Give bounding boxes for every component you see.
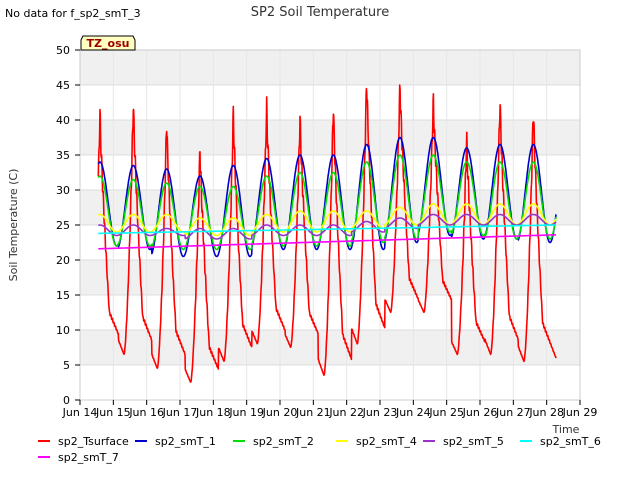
site-badge: TZ_osu xyxy=(80,35,136,51)
x-tick-label: Jun 27 xyxy=(495,406,531,419)
y-tick-label: 20 xyxy=(56,254,70,267)
x-tick-label: Jun 19 xyxy=(228,406,264,419)
y-axis-label: Soil Temperature (C) xyxy=(7,169,20,282)
site-badge-shape xyxy=(80,35,136,51)
site-badge-label: TZ_osu xyxy=(87,37,130,50)
y-tick-label: 15 xyxy=(56,289,70,302)
chart-title: SP2 Soil Temperature xyxy=(251,5,389,20)
y-tick-label: 25 xyxy=(56,219,70,232)
x-tick-label: Jun 25 xyxy=(428,406,464,419)
plot-band xyxy=(80,50,580,85)
legend-label-sp2_smT_4: sp2_smT_4 xyxy=(356,435,417,448)
x-tick-label: Jun 22 xyxy=(328,406,364,419)
x-tick-label: Jun 29 xyxy=(562,406,598,419)
legend-label-sp2_Tsurface: sp2_Tsurface xyxy=(58,435,129,448)
series-line-sp2_smT_6 xyxy=(97,224,557,235)
x-tick-label: Jun 23 xyxy=(362,406,398,419)
y-tick-label: 40 xyxy=(56,114,70,127)
y-tick-label: 10 xyxy=(56,324,70,337)
no-data-note: No data for f_sp2_smT_3 xyxy=(5,7,141,20)
legend-label-sp2_smT_6: sp2_smT_6 xyxy=(540,435,601,448)
legend-label-sp2_smT_2: sp2_smT_2 xyxy=(253,435,314,448)
y-tick-label: 0 xyxy=(63,394,70,407)
x-tick-label: Jun 21 xyxy=(295,406,331,419)
x-tick-label: Jun 16 xyxy=(128,406,164,419)
x-tick-label: Jun 24 xyxy=(395,406,431,419)
legend-label-sp2_smT_1: sp2_smT_1 xyxy=(155,435,216,448)
legend-label-sp2_smT_5: sp2_smT_5 xyxy=(443,435,504,448)
series-line-sp2_smT_2 xyxy=(97,154,557,251)
plot-band xyxy=(80,120,580,155)
x-tick-label: Jun 28 xyxy=(528,406,564,419)
y-tick-label: 30 xyxy=(56,184,70,197)
y-tick-label: 5 xyxy=(63,359,70,372)
x-tick-label: Jun 17 xyxy=(162,406,198,419)
series-line-sp2_smT_7 xyxy=(97,234,557,250)
x-axis-label: Time xyxy=(552,423,580,436)
series-line-sp2_Tsurface xyxy=(97,84,557,383)
plot-band xyxy=(80,330,580,365)
legend: sp2_Tsurface sp2_smT_1 sp2_smT_2 sp2_smT_4 s… xyxy=(38,435,601,464)
x-tick-label: Jun 14 xyxy=(62,406,98,419)
x-tick-label: Jun 15 xyxy=(95,406,131,419)
x-tick-label: Jun 18 xyxy=(195,406,231,419)
series-line-sp2_smT_4 xyxy=(97,203,557,237)
y-tick-label: 45 xyxy=(56,79,70,92)
x-tick-label: Jun 26 xyxy=(462,406,498,419)
y-tick-label: 50 xyxy=(56,44,70,57)
x-tick-label: Jun 20 xyxy=(262,406,298,419)
legend-label-sp2_smT_7: sp2_smT_7 xyxy=(58,451,119,464)
y-tick-label: 35 xyxy=(56,149,70,162)
